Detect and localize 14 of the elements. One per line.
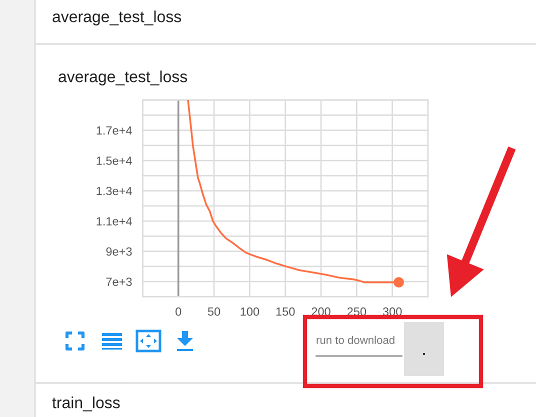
y-tick-label: 7e+3 bbox=[106, 278, 132, 286]
x-tick-label: 150 bbox=[276, 307, 295, 316]
chart-title: average_test_loss bbox=[58, 70, 188, 86]
y-tick-label: 1.7e+4 bbox=[96, 126, 132, 135]
text: run to download bbox=[316, 336, 394, 344]
text: train_loss bbox=[52, 396, 120, 412]
x-tick-label: 50 bbox=[208, 307, 220, 316]
y-tick-label: 9e+3 bbox=[106, 247, 132, 256]
y-tick-label: 1.3e+4 bbox=[96, 186, 132, 196]
x-tick-label: 0 bbox=[176, 307, 182, 316]
x-tick-label: 100 bbox=[240, 307, 260, 316]
text: average_test_loss bbox=[52, 10, 182, 26]
y-tick-label: 1.1e+4 bbox=[96, 217, 132, 226]
y-tick-label: 1.5e+4 bbox=[96, 156, 132, 165]
